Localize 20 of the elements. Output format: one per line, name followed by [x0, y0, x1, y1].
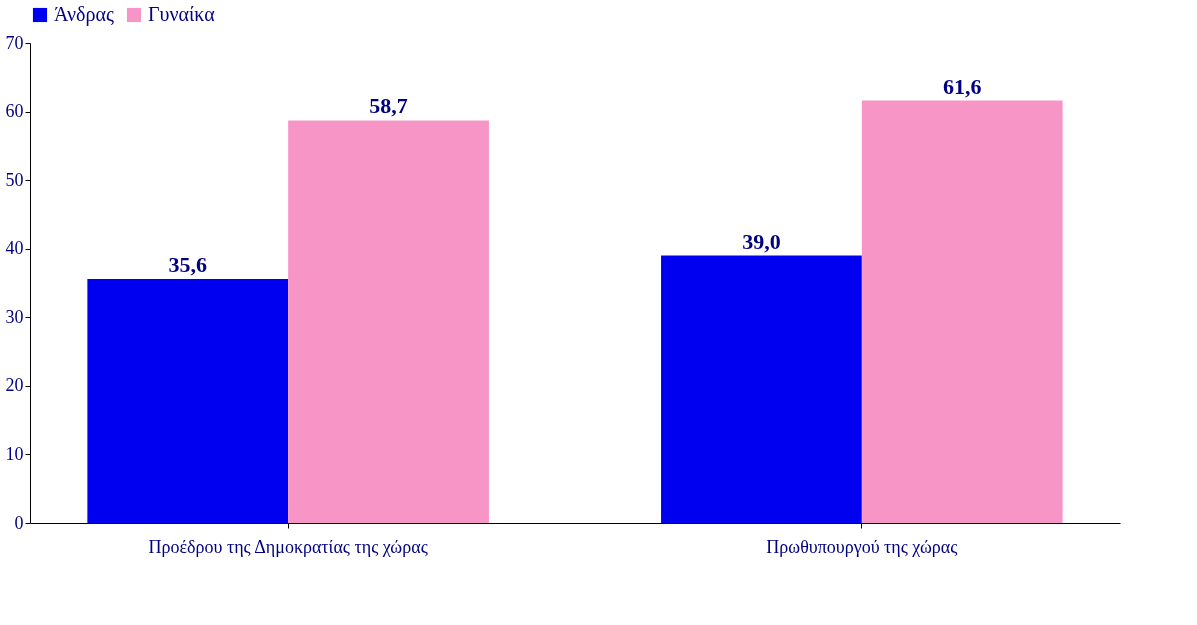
data-label: 39,0: [742, 228, 781, 254]
legend-label: Άνδρας: [54, 3, 114, 26]
data-label: 35,6: [168, 251, 208, 277]
x-tick-label: Πρωθυπουργού της χώρας: [766, 536, 958, 557]
x-tick-label: Προέδρου της Δημοκρατίας της χώρας: [148, 536, 428, 557]
bar: [861, 100, 1063, 523]
bar: [661, 255, 862, 523]
y-tick-label: 0: [14, 512, 24, 533]
y-tick-label: 10: [5, 443, 24, 464]
y-tick-label: 60: [5, 101, 24, 122]
y-tick-label: 50: [5, 169, 24, 190]
bar: [87, 278, 289, 523]
data-label: 61,6: [942, 73, 982, 99]
y-tick-label: 40: [5, 238, 24, 259]
y-tick-label: 30: [5, 306, 24, 327]
bar: [288, 120, 489, 523]
y-tick-label: 20: [5, 375, 24, 396]
legend-label: Γυναίκα: [148, 3, 216, 25]
y-tick-label: 70: [5, 32, 24, 53]
data-label: 58,7: [369, 93, 408, 119]
